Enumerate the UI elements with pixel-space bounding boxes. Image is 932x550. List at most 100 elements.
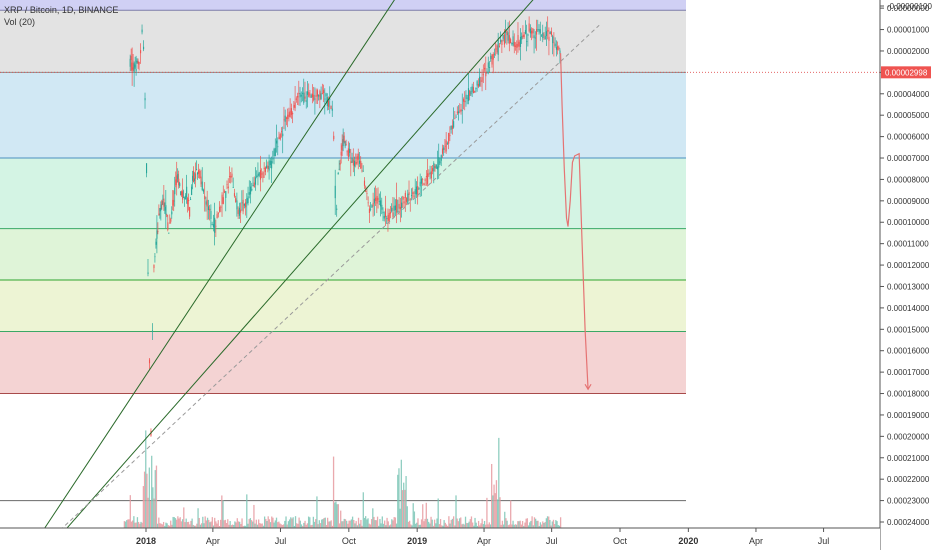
volume-bar — [504, 511, 506, 528]
candle-body — [539, 29, 541, 34]
candle-body — [166, 215, 168, 217]
candle-body — [182, 191, 184, 200]
volume-bar — [432, 525, 435, 528]
volume-bar — [305, 524, 307, 528]
volume-bar — [330, 520, 332, 528]
candle-body — [469, 90, 471, 96]
volume-bar — [481, 518, 483, 528]
projection-path — [559, 53, 589, 390]
candle-body — [167, 222, 169, 230]
volume-bar — [512, 520, 514, 528]
candle-body — [451, 125, 453, 129]
candle-body — [222, 197, 224, 204]
candle-body — [282, 133, 284, 137]
candle-body — [199, 171, 201, 179]
volume-bar — [447, 525, 449, 528]
candle-body — [558, 47, 560, 49]
volume-bar — [452, 516, 455, 528]
volume-bar — [368, 523, 370, 528]
volume-bar — [449, 523, 451, 528]
volume-bar — [244, 525, 247, 528]
volume-bar — [217, 520, 219, 528]
candle-body — [388, 212, 390, 222]
candle-body — [172, 199, 174, 206]
volume-bar — [454, 525, 456, 528]
volume-bar — [315, 519, 317, 528]
candle-body — [528, 23, 530, 32]
candle-body — [440, 155, 442, 161]
volume-bar — [261, 523, 263, 528]
candle-body — [537, 29, 539, 31]
y-tick-label: 0.00021000 — [887, 454, 930, 463]
volume-bar — [230, 525, 232, 528]
volume-bar — [537, 520, 539, 528]
volume-bar — [173, 517, 175, 528]
candle-body — [357, 153, 359, 160]
candle-body — [141, 29, 143, 33]
candle-body — [325, 93, 327, 97]
volume-bar — [485, 524, 487, 528]
candle-body — [198, 170, 200, 174]
volume-bar — [448, 516, 450, 528]
volume-bar — [141, 522, 143, 528]
volume-bar — [211, 517, 213, 528]
candle-body — [304, 96, 306, 99]
y-tick-label: 0.00001000 — [887, 26, 930, 35]
volume-bar — [253, 504, 255, 528]
candle-body — [303, 92, 305, 103]
volume-bar — [336, 504, 338, 528]
candle-body — [205, 201, 207, 205]
candle-body — [410, 195, 413, 196]
y-tick-label: 0.00022000 — [887, 475, 930, 484]
candle-body — [180, 191, 182, 196]
volume-bar — [127, 519, 129, 528]
volume-bar — [349, 520, 351, 528]
candle-body — [484, 67, 486, 70]
candle-body — [402, 196, 404, 200]
trendline — [38, 24, 600, 550]
candle-body — [352, 159, 354, 166]
volume-bar — [248, 519, 250, 528]
volume-bar — [328, 521, 330, 528]
candle-body — [399, 206, 401, 210]
candle-body — [428, 173, 430, 175]
candle-body — [237, 209, 239, 214]
candle-body — [324, 98, 326, 100]
volume-bar — [149, 500, 152, 528]
volume-bar — [221, 495, 223, 528]
volume-bar — [331, 525, 334, 528]
volume-bar — [544, 522, 546, 528]
volume-bar — [443, 520, 445, 528]
volume-bar — [367, 518, 369, 528]
volume-bar — [304, 520, 306, 528]
volume-bar — [558, 525, 561, 528]
volume-bar — [422, 504, 424, 528]
candle-body — [247, 196, 249, 204]
fib-zone-band — [0, 331, 686, 394]
fib-zone-band — [0, 228, 686, 281]
candle-body — [210, 211, 212, 219]
volume-bar — [268, 519, 271, 528]
volume-bar — [416, 522, 418, 528]
candle-body — [225, 191, 227, 198]
volume-bar — [228, 524, 230, 528]
volume-bar — [236, 518, 238, 528]
candle-body — [197, 172, 199, 175]
candle-body — [505, 32, 507, 33]
candle-body — [355, 162, 357, 165]
volume-bar — [370, 519, 373, 528]
candle-body — [221, 194, 223, 205]
volume-bar — [208, 519, 210, 528]
volume-bar — [511, 524, 513, 528]
candle-body — [415, 186, 418, 195]
volume-bar — [515, 524, 518, 528]
candle-body — [507, 32, 509, 41]
volume-bar — [170, 520, 172, 528]
volume-bar — [158, 517, 160, 528]
candle-body — [552, 36, 554, 44]
candle-body — [383, 215, 385, 219]
candle-body — [380, 200, 382, 207]
candle-body — [337, 172, 339, 175]
candle-body — [497, 39, 499, 55]
